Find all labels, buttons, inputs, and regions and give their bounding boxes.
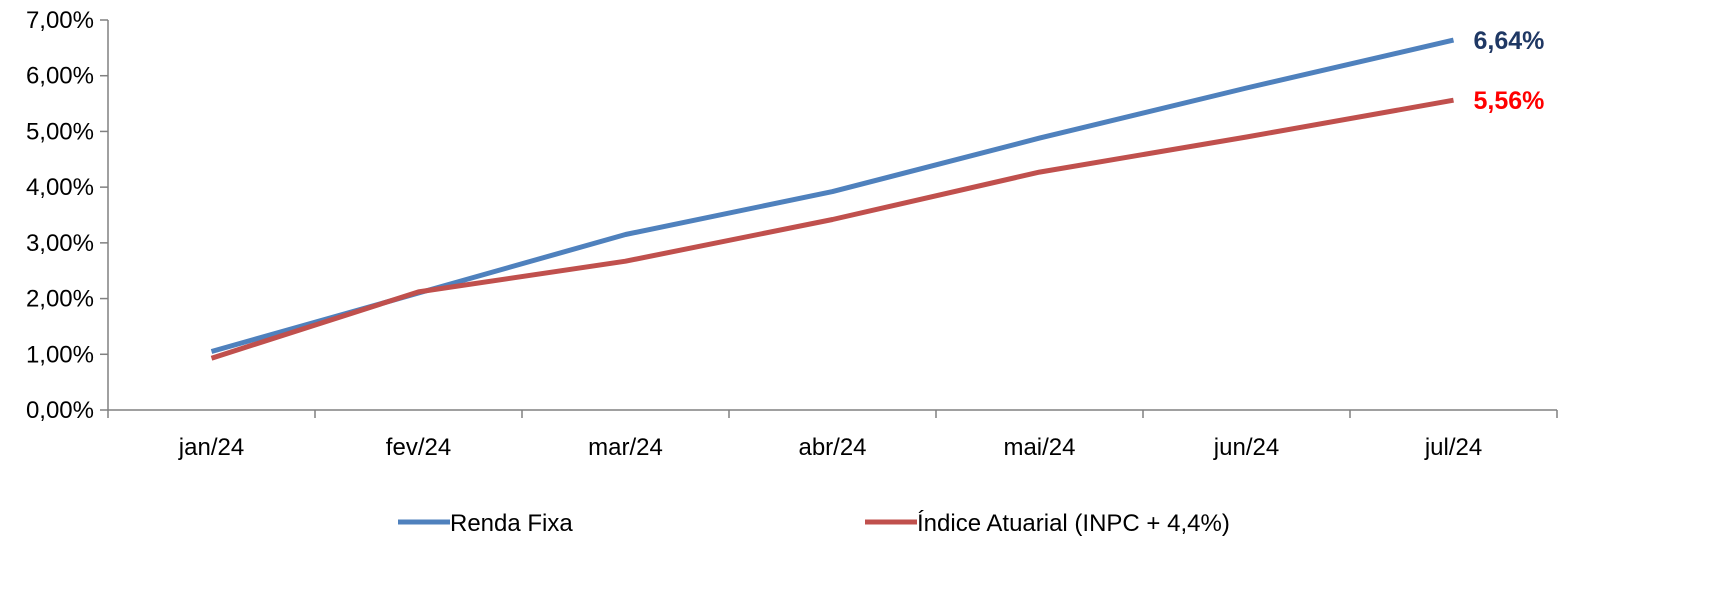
axes	[107, 20, 1557, 411]
y-tick-label: 6,00%	[26, 63, 94, 90]
series-line-0	[210, 37, 1455, 354]
y-tick-label: 5,00%	[26, 118, 94, 145]
x-axis-ticks: jan/24 fev/24 mar/24 abr/24 mai/24 jun/24 jul/…	[107, 410, 1558, 461]
x-tick-label: jul/24	[1424, 434, 1482, 461]
y-tick-label: 4,00%	[26, 174, 94, 201]
y-tick-label: 3,00%	[26, 230, 94, 257]
y-axis-ticks: 0,00% 1,00% 2,00% 3,00% 4,00% 5,00% 6,00% 7,00%	[26, 7, 108, 424]
legend-label: Renda Fixa	[450, 510, 573, 537]
legend-label: Índice Atuarial (INPC + 4,4%)	[917, 510, 1230, 537]
x-tick-label: abr/24	[798, 434, 866, 461]
x-tick-label: jan/24	[178, 434, 244, 461]
x-tick-label: mai/24	[1003, 434, 1075, 461]
end-label-1: 5,56%	[1474, 87, 1545, 115]
y-tick-label: 2,00%	[26, 286, 94, 313]
x-tick-label: mar/24	[588, 434, 663, 461]
y-tick-label: 1,00%	[26, 341, 94, 368]
end-labels: 6,64% 5,56%	[1474, 27, 1545, 115]
y-tick-label: 7,00%	[26, 7, 94, 34]
x-tick-label: fev/24	[386, 434, 451, 461]
x-tick-label: jun/24	[1213, 434, 1279, 461]
series-line-1	[210, 97, 1454, 361]
legend: Renda Fixa Índice Atuarial (INPC + 4,4%)	[398, 510, 1230, 537]
end-label-0: 6,64%	[1474, 27, 1545, 55]
y-tick-label: 0,00%	[26, 397, 94, 424]
series-lines	[210, 37, 1455, 361]
